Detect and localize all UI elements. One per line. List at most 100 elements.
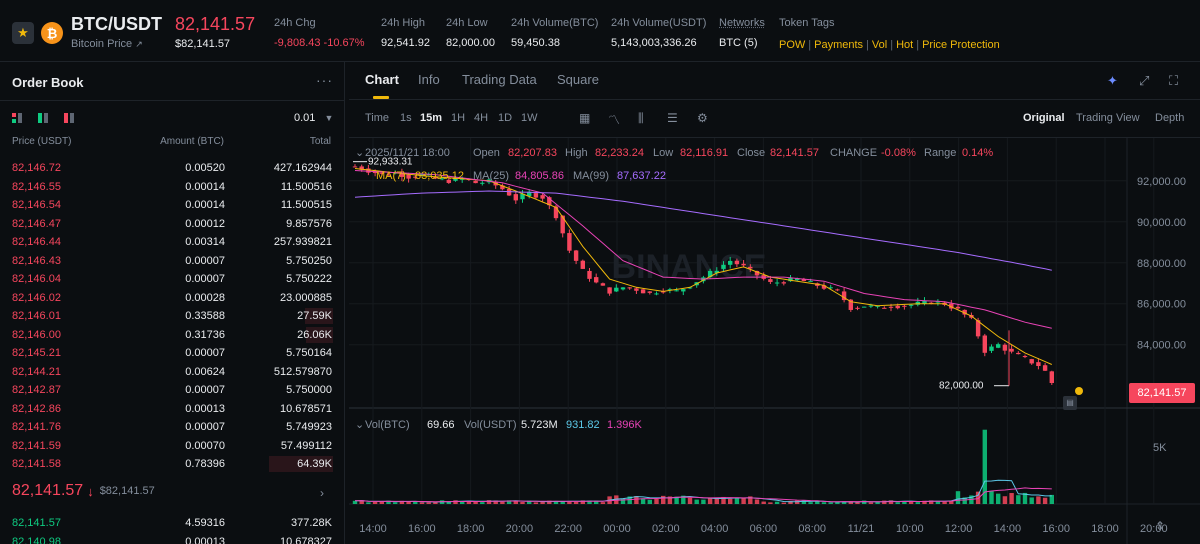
candle-body	[949, 303, 954, 309]
interval-1d[interactable]: 1D	[498, 112, 513, 124]
volume-bar	[701, 499, 706, 504]
order-book-row[interactable]: 82,146.72 0.00520 427.162944	[0, 159, 345, 178]
order-book-row[interactable]: 82,146.43 0.00007 5.750250	[0, 252, 345, 271]
candle-body	[801, 279, 807, 282]
volume-bar	[848, 501, 853, 504]
order-book-row[interactable]: 82,145.21 0.00007 5.750164	[0, 344, 345, 363]
row-price: 82,144.21	[12, 365, 61, 378]
chart-tabs: Chart Info Trading Data Square ✦ ⤢ ⛶	[349, 62, 1200, 100]
col-header-price: Price (USDT)	[12, 136, 72, 147]
candle-body	[734, 260, 740, 265]
precision-select[interactable]: 0.01 ▼	[294, 112, 333, 124]
order-book-row[interactable]: 82,146.47 0.00012 9.857576	[0, 215, 345, 234]
ai-sparkle-icon[interactable]: ✦	[1107, 73, 1118, 88]
ma25-line	[354, 170, 1052, 329]
row-total: 5.750164	[286, 347, 332, 359]
row-amount: 0.00007	[185, 384, 225, 396]
interval-1h[interactable]: 1H	[451, 112, 466, 124]
interval-1s[interactable]: 1s	[400, 112, 412, 124]
row-total: 5.750000	[286, 384, 332, 396]
volume-bar	[500, 501, 505, 504]
candle-body	[513, 194, 518, 201]
calendar-icon[interactable]: ▦	[579, 111, 591, 125]
volume-bar	[587, 500, 592, 504]
candlestick-chart[interactable]: BINANCE 92,000.0090,000.0088,000.0086,00…	[349, 138, 1200, 544]
indicators-icon[interactable]: 〽	[608, 113, 621, 127]
view-depth[interactable]: Depth	[1155, 112, 1185, 124]
order-book-row[interactable]: 82,140.98 0.00013 10.678327	[0, 533, 345, 544]
volume-bar	[707, 497, 713, 504]
volume-bar	[406, 501, 411, 504]
view-trading-view[interactable]: Trading View	[1076, 112, 1140, 124]
order-book-row[interactable]: 82,141.58 0.78396 64.39K	[0, 455, 345, 474]
interval-1w[interactable]: 1W	[521, 112, 538, 124]
favorite-star-icon[interactable]: ★	[12, 22, 34, 44]
view-bids-icon[interactable]	[38, 113, 48, 123]
tab-chart[interactable]: Chart	[365, 72, 399, 87]
mid-price[interactable]: 82,141.57 ↓ $82,141.57	[12, 482, 155, 500]
view-original[interactable]: Original	[1023, 112, 1065, 124]
view-both-icon[interactable]	[12, 113, 22, 123]
volume-bar	[640, 498, 646, 504]
order-book-row[interactable]: 82,146.01 0.33588 27.59K	[0, 307, 345, 326]
tab-square[interactable]: Square	[557, 72, 599, 87]
symbol-selector[interactable]: BTC/USDT	[71, 14, 162, 34]
coin-price-link[interactable]: Bitcoin Price ↗	[71, 38, 143, 50]
vol-caret-icon[interactable]: ⌄	[355, 419, 364, 431]
candle-body	[527, 191, 532, 197]
token-tag[interactable]: Vol	[871, 39, 888, 51]
volume-bar	[540, 502, 545, 504]
order-book-row[interactable]: 82,146.44 0.00314 257.939821	[0, 233, 345, 252]
stat-label: 24h Chg	[274, 17, 316, 29]
chevron-right-icon[interactable]: ›	[320, 486, 324, 500]
interval-15m[interactable]: 15m	[420, 112, 443, 124]
chart-type-icon[interactable]: ⫼	[638, 111, 644, 125]
tab-trading-data[interactable]: Trading Data	[462, 72, 537, 87]
more-options-icon[interactable]: ···	[316, 72, 333, 88]
ohlc-high: 82,233.24	[595, 147, 644, 159]
row-price: 82,146.00	[12, 328, 61, 341]
order-book-row[interactable]: 82,144.21 0.00624 512.579870	[0, 363, 345, 382]
x-tick-label: 08:00	[798, 523, 826, 535]
stat-24h-high: 24h High 92,541.92	[381, 17, 430, 49]
volume-bar	[674, 496, 679, 504]
fullscreen-icon[interactable]: ⛶	[1169, 73, 1179, 88]
token-tag[interactable]: Price Protection	[922, 39, 1000, 51]
token-tag[interactable]: POW	[779, 39, 806, 51]
order-book-row[interactable]: 82,146.02 0.00028 23.000885	[0, 289, 345, 308]
token-tag[interactable]: Payments	[814, 39, 864, 51]
ma99-label: MA(99)	[573, 170, 609, 182]
order-book-row[interactable]: 82,146.00 0.31736 26.06K	[0, 326, 345, 345]
volume-bar	[667, 496, 673, 504]
volume-bar	[627, 496, 632, 504]
row-total: 512.579870	[273, 365, 332, 378]
view-asks-icon[interactable]	[64, 113, 74, 123]
token-tag[interactable]: Hot	[896, 39, 914, 51]
volume-bar	[654, 498, 659, 504]
order-book-row[interactable]: 82,141.59 0.00070 57.499112	[0, 437, 345, 456]
volume-bar	[788, 501, 793, 504]
order-book-row[interactable]: 82,141.76 0.00007 5.749923	[0, 418, 345, 437]
candle-body	[600, 283, 606, 286]
candle-body	[922, 300, 927, 304]
stat-value: -9,808.43 -10.67%	[274, 37, 365, 49]
interval-time[interactable]: Time	[365, 112, 390, 124]
scroll-to-latest-icon[interactable]: ⇕	[1155, 519, 1165, 533]
volume-bar	[768, 502, 773, 504]
drawing-tools-icon[interactable]: ☰	[667, 111, 678, 125]
settings-icon[interactable]: ⚙	[697, 111, 708, 125]
stat-networks[interactable]: Networks BTC (5)	[719, 17, 765, 49]
candle-body	[862, 306, 867, 308]
order-book-row[interactable]: 82,146.04 0.00007 5.750222	[0, 270, 345, 289]
order-book-row[interactable]: 82,146.54 0.00014 11.500515	[0, 196, 345, 215]
interval-4h[interactable]: 4H	[474, 112, 489, 124]
expand-icon[interactable]: ⤢	[1139, 73, 1150, 88]
order-book-row[interactable]: 82,141.57 4.59316 377.28K	[0, 514, 345, 533]
legend-caret-icon[interactable]: ⌄	[355, 147, 364, 159]
order-book-row[interactable]: 82,142.86 0.00013 10.678571	[0, 400, 345, 419]
order-book-row[interactable]: 82,142.87 0.00007 5.750000	[0, 381, 345, 400]
order-book-row[interactable]: 82,146.55 0.00014 11.500516	[0, 178, 345, 197]
order-marker-icon[interactable]: ▤	[1063, 396, 1077, 410]
tab-info[interactable]: Info	[418, 72, 440, 87]
row-price: 82,146.44	[12, 236, 61, 248]
